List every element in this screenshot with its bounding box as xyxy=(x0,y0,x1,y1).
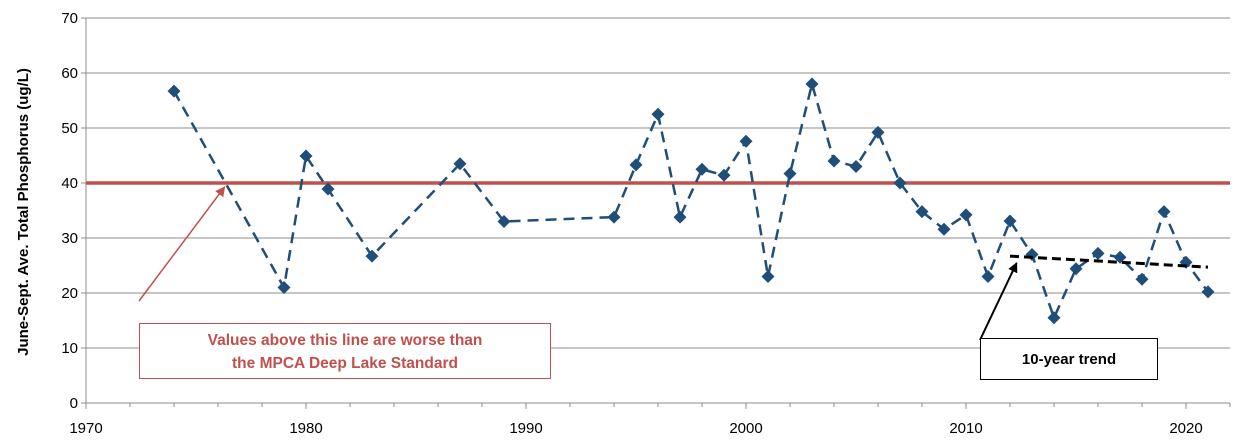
x-tick-label: 1990 xyxy=(509,420,542,437)
trend-callout-arrow xyxy=(979,262,1018,341)
x-tick-label: 2000 xyxy=(729,420,762,437)
data-point xyxy=(1135,272,1149,286)
y-tick-label: 50 xyxy=(61,120,78,137)
data-point xyxy=(629,158,643,172)
y-tick-label: 30 xyxy=(61,230,78,247)
standard-callout-line-1: Values above this line are worse than xyxy=(207,332,483,349)
y-tick-label: 70 xyxy=(61,10,78,27)
data-point xyxy=(167,84,181,98)
data-point xyxy=(299,149,313,163)
data-point xyxy=(695,162,709,176)
x-tick-label: 2010 xyxy=(949,420,982,437)
data-point xyxy=(607,210,621,224)
data-point xyxy=(981,270,995,283)
y-tick-label: 60 xyxy=(61,65,78,82)
y-tick-label: 10 xyxy=(61,340,78,357)
data-point xyxy=(937,222,951,236)
data-point xyxy=(783,167,797,181)
data-point xyxy=(277,281,291,294)
data-point xyxy=(1003,214,1017,228)
data-point xyxy=(651,107,665,121)
y-tick-label: 40 xyxy=(61,175,78,192)
data-point xyxy=(1157,205,1171,219)
data-point xyxy=(871,125,885,139)
x-tick-label: 1980 xyxy=(289,420,322,437)
trend-layer xyxy=(1009,254,1209,269)
data-point xyxy=(673,210,687,224)
axes: 0 10 20 30 40 50 60 70 1970 1980 1990 2000 2010 2020 xyxy=(61,10,1231,437)
data-point xyxy=(717,168,731,182)
series-line xyxy=(172,79,1210,322)
standard-callout-line-2: the MPCA Deep Lake Standard xyxy=(232,355,458,372)
data-point xyxy=(739,134,753,148)
data-point xyxy=(321,182,335,196)
standard-callout-arrow xyxy=(138,186,226,302)
data-point xyxy=(453,157,467,171)
data-point xyxy=(1091,246,1105,260)
standard-callout: Values above this line are worse than th… xyxy=(139,323,551,379)
data-point xyxy=(893,176,907,190)
data-point xyxy=(827,154,841,168)
data-point xyxy=(915,205,929,219)
data-point xyxy=(1069,262,1083,276)
annotation-arrows xyxy=(138,186,1018,341)
y-axis-label: June-Sept. Ave. Total Phosphorus (ug/L) xyxy=(15,68,32,356)
data-point xyxy=(1201,285,1215,299)
data-point xyxy=(959,208,973,222)
data-point xyxy=(1047,311,1061,325)
x-tick-label: 1970 xyxy=(69,420,102,437)
data-point xyxy=(849,160,863,173)
data-point xyxy=(1025,248,1039,261)
y-tick-label: 0 xyxy=(70,395,78,412)
data-point xyxy=(365,249,379,263)
data-point xyxy=(761,270,775,283)
x-tick-label: 2020 xyxy=(1169,420,1202,437)
data-point xyxy=(1113,250,1127,264)
data-point xyxy=(805,77,819,91)
trend-line xyxy=(1009,254,1209,269)
trend-callout: 10-year trend xyxy=(980,338,1158,380)
y-tick-label: 20 xyxy=(61,285,78,302)
series-layer xyxy=(167,77,1215,325)
data-point xyxy=(497,215,511,228)
